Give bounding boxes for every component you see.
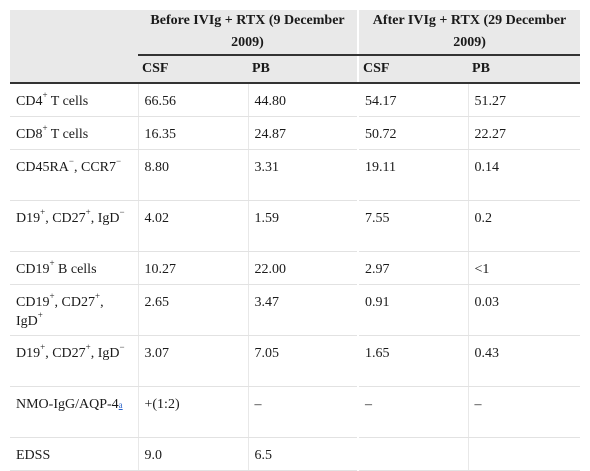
table-cell: 50.72 <box>357 116 469 150</box>
row-label: CD8+ T cells <box>10 116 139 150</box>
header-csf-after: CSF <box>357 55 469 84</box>
table-cell: 6.5 <box>248 437 359 471</box>
table-cell: 44.80 <box>248 83 359 117</box>
table-cell: +(1:2) <box>138 386 249 438</box>
table-row: D19+, CD27+, IgD− 4.02 1.59 7.55 0.2 <box>10 200 581 252</box>
row-label: CD19+ B cells <box>10 251 139 285</box>
table-row: CD8+ T cells 16.35 24.87 50.72 22.27 <box>10 116 581 150</box>
header-csf-before: CSF <box>138 55 248 84</box>
table-cell: 22.27 <box>468 116 581 150</box>
table-cell: 22.00 <box>248 251 359 285</box>
table-row: CD19+ B cells 10.27 22.00 2.97 <1 <box>10 251 581 285</box>
table-row: CD45RA−, CCR7− 8.80 3.31 19.11 0.14 <box>10 149 581 201</box>
row-label: CD19+, CD27+, IgD+ <box>10 284 139 336</box>
table-cell: 9.0 <box>138 437 249 471</box>
table-cell: 2.97 <box>357 251 469 285</box>
table-cell: 66.56 <box>138 83 249 117</box>
table-cell <box>357 437 469 471</box>
table-cell: 0.03 <box>468 284 581 336</box>
table-cell: – <box>357 386 469 438</box>
table-cell: 19.11 <box>357 149 469 201</box>
row-label: EDSS <box>10 437 139 471</box>
row-label: CD4+ T cells <box>10 83 139 117</box>
table-cell: 0.91 <box>357 284 469 336</box>
table-cell: 3.47 <box>248 284 359 336</box>
table-cell: 0.2 <box>468 200 581 252</box>
table-cell: – <box>248 386 359 438</box>
table-cell: 1.59 <box>248 200 359 252</box>
table-cell <box>468 437 581 471</box>
table-cell: 24.87 <box>248 116 359 150</box>
row-label: D19+, CD27+, IgD− <box>10 200 139 252</box>
table-cell: 54.17 <box>357 83 469 117</box>
header-pb-before: PB <box>248 55 359 84</box>
table-cell: – <box>468 386 581 438</box>
row-label: D19+, CD27+, IgD− <box>10 335 139 387</box>
row-label: CD45RA−, CCR7− <box>10 149 139 201</box>
table-cell: 16.35 <box>138 116 249 150</box>
table-cell: 8.80 <box>138 149 249 201</box>
header-group-row: Before IVIg + RTX (9 December 2009) Afte… <box>10 10 581 84</box>
table-row: CD4+ T cells 66.56 44.80 54.17 51.27 <box>10 83 581 117</box>
header-before: Before IVIg + RTX (9 December 2009) <box>138 10 359 56</box>
table-row: D19+, CD27+, IgD− 3.07 7.05 1.65 0.43 <box>10 335 581 387</box>
table-cell: 0.43 <box>468 335 581 387</box>
header-sub-row: CSF PB CSF PB <box>10 55 581 84</box>
table-cell: 0.14 <box>468 149 581 201</box>
table-row: EDSS 9.0 6.5 <box>10 437 581 471</box>
table-cell: 2.65 <box>138 284 249 336</box>
table-cell: 1.65 <box>357 335 469 387</box>
header-pb-after: PB <box>468 55 581 84</box>
row-label: NMO-IgG/AQP-4a <box>10 386 139 438</box>
table-cell: 7.55 <box>357 200 469 252</box>
table-cell: 51.27 <box>468 83 581 117</box>
table-row: CD19+, CD27+, IgD+ 2.65 3.47 0.91 0.03 <box>10 284 581 336</box>
table-cell: 4.02 <box>138 200 249 252</box>
table-body: CD4+ T cells 66.56 44.80 54.17 51.27 CD8+ T c… <box>10 83 581 471</box>
table-cell: <1 <box>468 251 581 285</box>
table-cell: 3.07 <box>138 335 249 387</box>
table-cell: 3.31 <box>248 149 359 201</box>
header-after: After IVIg + RTX (29 December 2009) <box>357 10 581 56</box>
table-row: NMO-IgG/AQP-4a +(1:2) – – – <box>10 386 581 438</box>
table-cell: 10.27 <box>138 251 249 285</box>
table-cell: 7.05 <box>248 335 359 387</box>
header-corner <box>10 10 138 84</box>
results-table: Before IVIg + RTX (9 December 2009) Afte… <box>10 10 581 471</box>
